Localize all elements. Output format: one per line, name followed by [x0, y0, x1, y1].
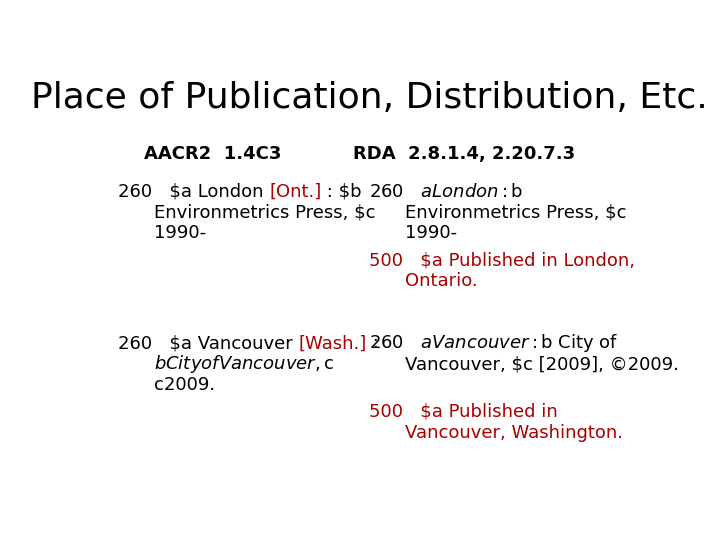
- Text: Vancouver, $c [2009], ©2009.: Vancouver, $c [2009], ©2009.: [405, 355, 679, 373]
- Text: 1990-: 1990-: [154, 224, 207, 242]
- Text: Ontario.: Ontario.: [405, 272, 478, 290]
- Text: : $b: : $b: [321, 183, 362, 201]
- Text: [Ont.]: [Ont.]: [269, 183, 321, 201]
- Text: Place of Publication, Distribution, Etc.: Place of Publication, Distribution, Etc.: [31, 81, 707, 115]
- Text: [Wash.]: [Wash.]: [298, 334, 366, 353]
- Text: :: :: [366, 334, 379, 353]
- Text: $b City of Vancouver, $c: $b City of Vancouver, $c: [154, 353, 335, 375]
- Text: RDA  2.8.1.4, 2.20.7.3: RDA 2.8.1.4, 2.20.7.3: [353, 145, 575, 163]
- Text: 500   $a Published in London,: 500 $a Published in London,: [369, 251, 635, 269]
- Text: Vancouver, Washington.: Vancouver, Washington.: [405, 424, 624, 442]
- Text: AACR2  1.4C3: AACR2 1.4C3: [144, 145, 282, 163]
- Text: 260   $a Vancouver: 260 $a Vancouver: [118, 334, 298, 353]
- Text: 260   $a London : $b: 260 $a London : $b: [369, 183, 523, 201]
- Text: 1990-: 1990-: [405, 224, 457, 242]
- Text: Environmetrics Press, $c: Environmetrics Press, $c: [154, 204, 376, 221]
- Text: 260   $a London: 260 $a London: [118, 183, 269, 201]
- Text: Environmetrics Press, $c: Environmetrics Press, $c: [405, 204, 627, 221]
- Text: c2009.: c2009.: [154, 376, 215, 394]
- Text: 500   $a Published in: 500 $a Published in: [369, 403, 558, 421]
- Text: 260   $a Vancouver : $b City of: 260 $a Vancouver : $b City of: [369, 333, 618, 354]
